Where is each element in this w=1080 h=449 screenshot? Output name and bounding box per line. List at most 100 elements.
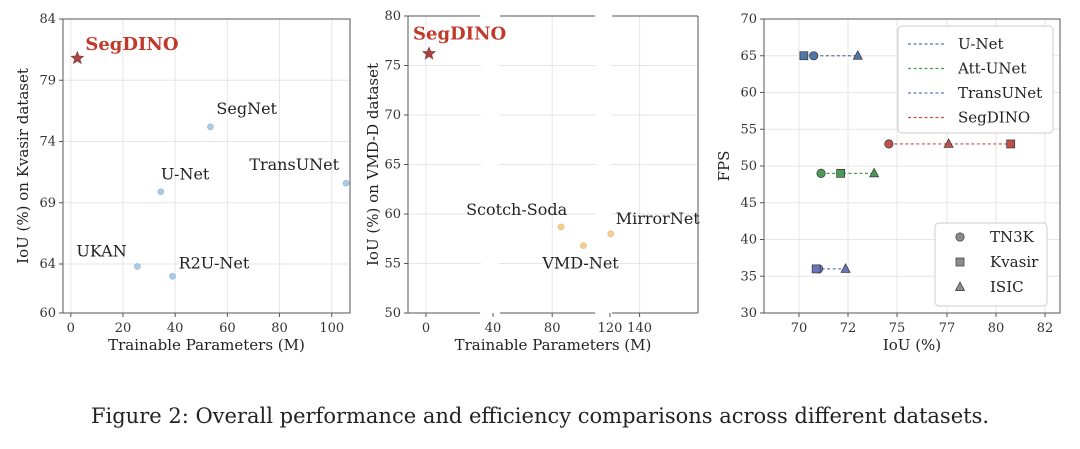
y-tick-label: 79 [39, 73, 56, 88]
series-transunet [811, 263, 851, 274]
y-axis-label: FPS [715, 151, 733, 182]
x-axis-label: Trainable Parameters (M) [108, 336, 305, 354]
x-tick-label: 40 [485, 321, 502, 336]
y-axis-label: IoU (%) on VMD-D dataset [364, 63, 382, 266]
marker-triangle [869, 167, 880, 178]
y-tick-label: 60 [39, 306, 56, 321]
data-point [157, 188, 165, 196]
marker-triangle [943, 138, 954, 148]
point-label: SegDINO [413, 24, 506, 45]
chart-kvasir: 0 20 40 60 80 100 60 64 69 74 79 84 Trainable Parame… [14, 12, 351, 354]
y-tick-label: 64 [39, 257, 56, 272]
series-att-unet [816, 167, 880, 178]
legend-label: TransUNet [958, 84, 1042, 102]
data-point-star [70, 50, 85, 65]
point-label: VMD-Net [541, 254, 619, 273]
point-label: Scotch-Soda [466, 200, 567, 219]
legend-label: Att-UNet [957, 60, 1026, 78]
x-axis-label: Trainable Parameters (M) [455, 336, 652, 354]
data-point [557, 223, 565, 231]
x-tick-label: 0 [67, 321, 75, 336]
plot-frame [62, 18, 351, 314]
marker-circle [884, 139, 894, 149]
legend-label: Kvasir [990, 253, 1039, 271]
y-axis-label: IoU (%) on Kvasir dataset [14, 68, 32, 264]
point-label: R2U-Net [179, 253, 250, 272]
legend-label: TN3K [990, 228, 1035, 246]
x-tick-label: 120 [598, 321, 623, 336]
y-tick-label: 84 [39, 12, 56, 27]
y-tick-label: 74 [39, 135, 56, 150]
point-label: U-Net [161, 165, 210, 184]
marker-triangle [954, 281, 966, 291]
y-tick-label: 30 [740, 306, 757, 321]
y-tick-label: 45 [740, 196, 757, 211]
data-point [342, 179, 350, 187]
y-tick-label: 60 [740, 86, 757, 101]
axis-break-gap [596, 15, 611, 314]
x-tick-label: 80 [544, 321, 561, 336]
x-tick-label: 72 [840, 321, 857, 336]
data-point [580, 242, 587, 249]
point-label: MirrorNet [616, 209, 701, 228]
y-tick-label: 70 [384, 108, 401, 123]
x-tick-label: 40 [167, 321, 184, 336]
x-tick-label: 70 [791, 321, 808, 336]
x-tick-label: 140 [627, 321, 652, 336]
point-label: TransUNet [249, 155, 339, 174]
marker-circle [809, 51, 819, 61]
marker-triangle [840, 263, 851, 273]
marker-circle [816, 168, 826, 178]
data-point [134, 263, 141, 270]
axis-break-gap [481, 15, 499, 314]
y-tick-label: 65 [740, 49, 757, 64]
marker-square [955, 257, 965, 267]
x-tick-label: 75 [889, 321, 906, 336]
legend-label: SegDINO [958, 109, 1030, 127]
y-tick-label: 70 [740, 12, 757, 27]
marker-square [799, 51, 809, 61]
x-tick-label: 82 [1037, 321, 1054, 336]
marker-square [1006, 139, 1016, 149]
figure-caption: Figure 2: Overall performance and effici… [90, 404, 990, 428]
data-point [207, 123, 214, 131]
legend-datasets: TN3K Kvasir ISIC [934, 222, 1048, 307]
point-label: UKAN [76, 241, 126, 260]
x-axis-label: IoU (%) [883, 336, 941, 354]
x-tick-label: 20 [115, 321, 132, 336]
legend-label: U-Net [958, 35, 1003, 53]
y-tick-label: 55 [384, 257, 401, 272]
x-tick-label: 80 [988, 321, 1005, 336]
y-tick-label: 80 [384, 9, 401, 24]
series-segdino [884, 138, 1016, 149]
series-u-net [799, 50, 863, 61]
point-label: SegNet [216, 99, 277, 118]
y-tick-label: 65 [384, 158, 401, 173]
legend-models: U-Net Att-UNet TransUNet SegDINO [897, 25, 1054, 134]
chart-fps: 70 72 75 77 80 82 30 35 40 45 50 55 60 65 70 IoU (%) FPS… [715, 12, 1061, 354]
y-tick-label: 75 [384, 59, 401, 74]
y-tick-label: 69 [39, 196, 56, 211]
data-point [169, 272, 176, 280]
x-tick-label: 80 [271, 321, 288, 336]
legend-box [934, 222, 1048, 307]
marker-square [836, 169, 846, 178]
figure: 0 20 40 60 80 100 60 64 69 74 79 84 Trainable Parame… [14, 9, 1061, 354]
legend-label: ISIC [990, 278, 1024, 296]
y-tick-label: 50 [384, 306, 401, 321]
marker-circle [955, 232, 965, 242]
y-tick-label: 60 [384, 207, 401, 222]
legend-box [897, 25, 1054, 134]
y-tick-label: 55 [740, 122, 757, 137]
x-tick-label: 77 [939, 321, 956, 336]
y-tick-label: 40 [740, 233, 757, 248]
x-tick-label: 100 [319, 321, 344, 336]
y-tick-label: 35 [740, 269, 757, 284]
marker-triangle [852, 50, 863, 60]
y-tick-label: 50 [740, 159, 757, 174]
x-tick-label: 60 [219, 321, 236, 336]
data-point-star [422, 46, 436, 60]
marker-square [811, 264, 821, 274]
x-tick-label: 0 [422, 321, 430, 336]
